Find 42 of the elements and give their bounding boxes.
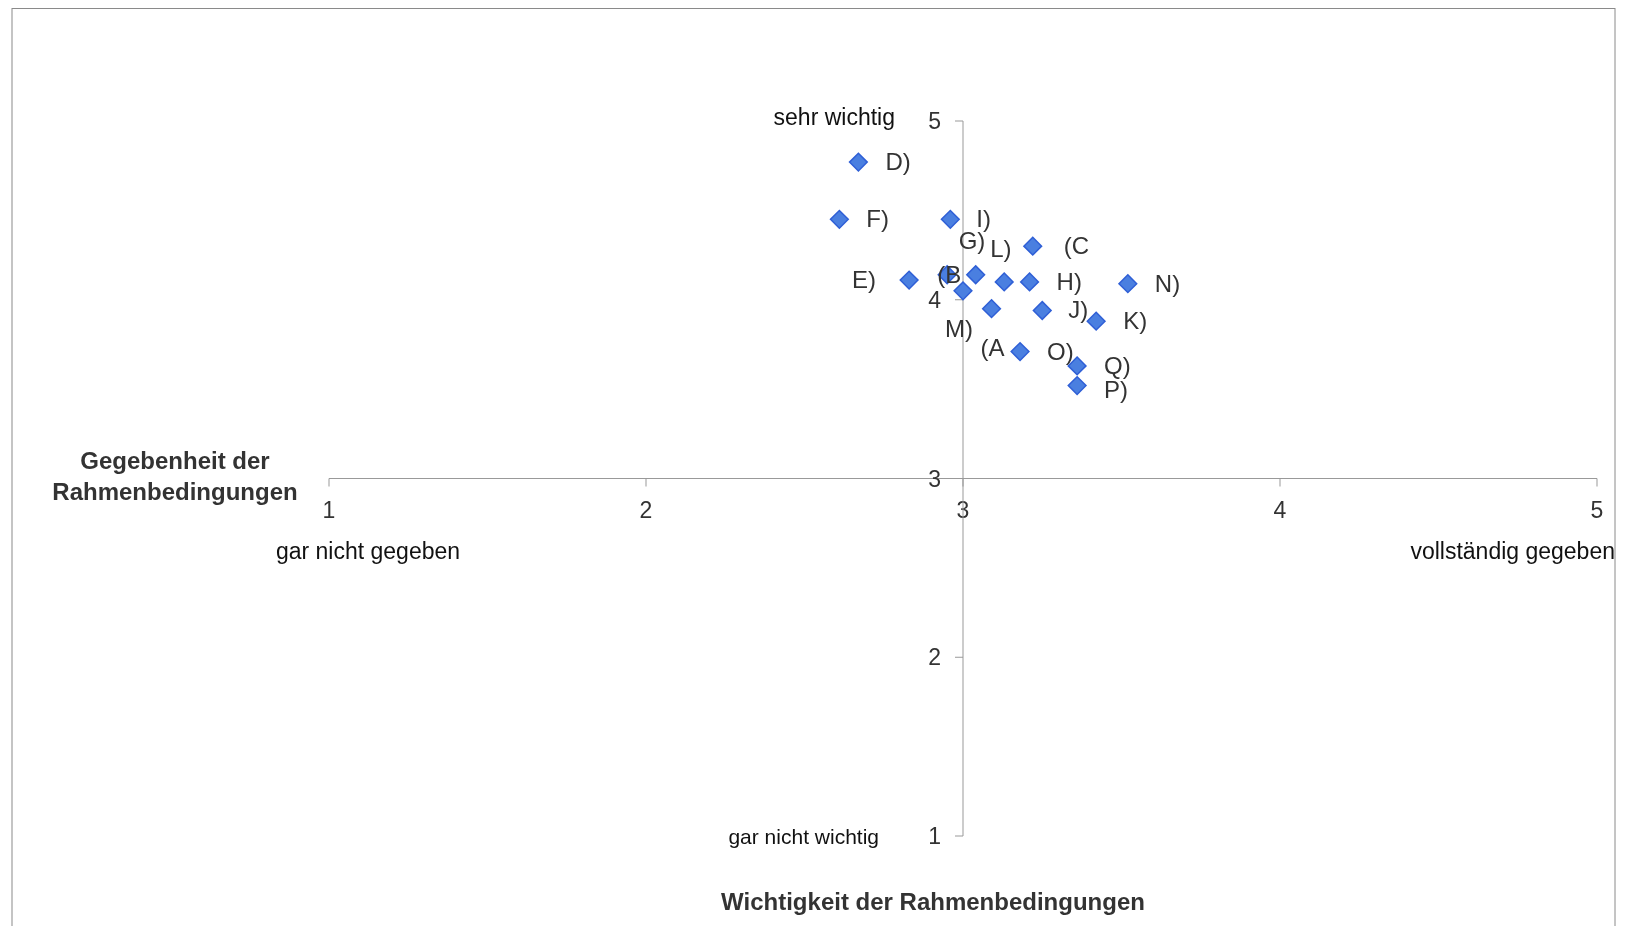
x-tick-label: 1 — [322, 496, 336, 523]
point — [1010, 341, 1030, 362]
point — [1067, 375, 1087, 396]
annotation: E) — [852, 266, 877, 294]
y-tick-label: 2 — [928, 644, 941, 671]
y-tick-label: 1 — [928, 823, 941, 849]
annotation: O) — [1047, 337, 1074, 365]
annotation: F) — [866, 205, 890, 233]
annotation: gar nicht gegeben — [275, 537, 461, 564]
annotation: M) — [945, 314, 973, 342]
point — [1019, 272, 1040, 292]
x-tick-label: 5 — [1590, 496, 1604, 523]
annotation: L) — [990, 234, 1012, 262]
point — [848, 152, 868, 172]
point — [1032, 300, 1052, 321]
annotation: N) — [1154, 269, 1181, 297]
y-tick-label: 4 — [928, 286, 942, 313]
y-tick-label: 3 — [928, 465, 941, 492]
y-axis-title: Gegebenheit der Rahmenbedingungen — [52, 446, 298, 505]
point — [829, 209, 849, 229]
y-tick-label: 5 — [928, 108, 941, 134]
annotation: gar nicht wichtig — [728, 825, 879, 848]
x-axis-title: Wichtigkeit der Rahmenbedingungen — [721, 888, 1145, 915]
annotation: J) — [1068, 296, 1089, 324]
point — [1023, 236, 1043, 256]
annotation: K) — [1123, 307, 1148, 335]
point — [1118, 274, 1138, 294]
annotation: H) — [1056, 267, 1082, 295]
x-tick-label: 3 — [956, 496, 970, 523]
point — [1086, 311, 1106, 331]
annotation: D) — [885, 148, 911, 176]
point — [940, 209, 960, 229]
point — [899, 270, 919, 290]
point — [966, 265, 986, 285]
annotation: sehr wichtig — [773, 104, 895, 130]
x-tick-label: 2 — [639, 496, 653, 523]
annotation: (C — [1063, 232, 1090, 260]
x-tick-label: 4 — [1273, 496, 1287, 523]
point — [994, 272, 1014, 292]
annotation: vollständig gegeben — [1410, 537, 1615, 564]
point — [981, 299, 1002, 319]
annotation: (A — [980, 333, 1005, 361]
